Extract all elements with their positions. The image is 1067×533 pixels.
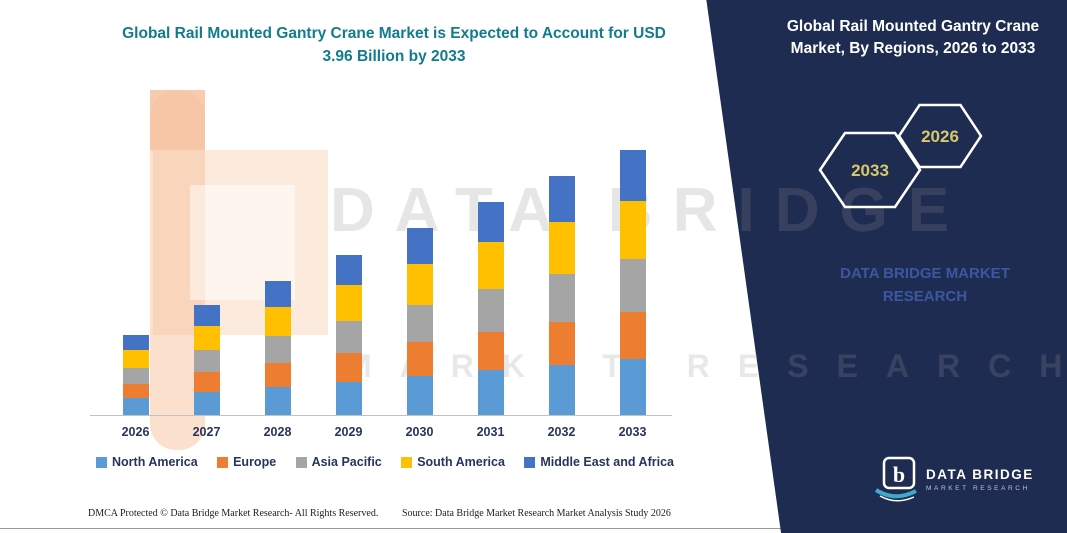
bar-segment-europe <box>548 321 575 365</box>
legend-swatch-icon <box>96 456 107 468</box>
side-panel-title: Global Rail Mounted Gantry Crane Market,… <box>786 18 1040 58</box>
bar-2031 <box>477 202 504 415</box>
bar-segment-middle-east-and-africa <box>264 281 291 307</box>
bar-segment-north-america <box>406 375 433 415</box>
bar-segment-middle-east-and-africa <box>619 150 646 201</box>
bar-segment-europe <box>406 342 433 376</box>
bar-segment-south-america <box>122 350 149 368</box>
bar-2029 <box>335 255 362 415</box>
bar-segment-middle-east-and-africa <box>122 334 149 351</box>
bar-segment-asia-pacific <box>122 367 149 384</box>
bar-2027 <box>193 305 220 415</box>
dbmr-logo: b DATA BRIDGE MARKET RESEARCH <box>872 456 1034 502</box>
hexagon-2033-label: 2033 <box>851 161 889 180</box>
source-note: Source: Data Bridge Market Research Mark… <box>402 508 671 519</box>
hexagon-2026-label: 2026 <box>921 127 959 146</box>
x-axis-label-2031: 2031 <box>476 425 505 439</box>
hexagon-2026-icon <box>897 103 983 169</box>
bar-segment-north-america <box>122 398 149 415</box>
bar-segment-south-america <box>335 285 362 321</box>
legend-item-asia-pacific: Asia Pacific <box>295 455 382 469</box>
legend-swatch-icon <box>401 456 413 468</box>
bar-segment-europe <box>193 372 220 393</box>
bar-segment-asia-pacific <box>548 274 575 322</box>
x-axis-label-2026: 2026 <box>121 425 150 439</box>
watermark-line2: MARKET RESEARCH <box>345 348 1067 384</box>
x-axis-labels: 2026 2027 2028 2029 2030 2031 2032 2033 <box>100 425 668 439</box>
bar-2026 <box>122 334 149 415</box>
bar-2030 <box>406 228 433 415</box>
bar-segment-europe <box>122 383 149 399</box>
bar-segment-asia-pacific <box>264 336 291 363</box>
legend-label: South America <box>417 455 505 469</box>
bar-segment-europe <box>264 362 291 387</box>
legend-item-middle-east-and-africa: Middle East and Africa <box>524 455 674 469</box>
dbmr-logo-icon: b <box>874 456 917 502</box>
x-axis-label-2027: 2027 <box>192 425 221 439</box>
x-axis-line <box>90 415 672 416</box>
dbmr-logo-name: DATA BRIDGE <box>926 466 1034 482</box>
bar-segment-asia-pacific <box>406 304 433 343</box>
bar-segment-south-america <box>619 200 646 260</box>
bar-2032 <box>548 176 575 415</box>
bar-segment-asia-pacific <box>477 289 504 333</box>
bar-segment-north-america <box>477 370 504 415</box>
plot-area <box>100 148 668 415</box>
bar-segment-middle-east-and-africa <box>477 202 504 243</box>
x-axis-label-2030: 2030 <box>405 425 434 439</box>
bar-segment-north-america <box>548 364 575 415</box>
bar-segment-north-america <box>619 359 646 415</box>
bar-segment-middle-east-and-africa <box>406 228 433 264</box>
legend-label: Asia Pacific <box>311 455 382 469</box>
legend-item-north-america: North America <box>96 455 198 469</box>
brand-text: DATA BRIDGE MARKET RESEARCH <box>840 265 1010 306</box>
hexagon-badges: 2033 2026 <box>818 103 983 209</box>
dbmr-logo-text: DATA BRIDGE MARKET RESEARCH <box>926 467 1034 492</box>
x-axis-label-2033: 2033 <box>618 425 647 439</box>
bar-segment-middle-east-and-africa <box>548 176 575 222</box>
bar-segment-north-america <box>264 386 291 415</box>
chart-title: Global Rail Mounted Gantry Crane Market … <box>122 25 666 66</box>
bar-segment-south-america <box>406 263 433 305</box>
dmca-notice: DMCA Protected © Data Bridge Market Rese… <box>88 508 379 519</box>
bar-segment-europe <box>477 332 504 371</box>
legend-swatch-icon <box>295 456 307 468</box>
legend-label: Europe <box>233 455 277 469</box>
legend-label: North America <box>112 455 198 469</box>
bar-segment-south-america <box>264 306 291 337</box>
bar-segment-asia-pacific <box>619 259 646 312</box>
bar-segment-middle-east-and-africa <box>335 255 362 286</box>
bar-segment-south-america <box>193 326 220 351</box>
bar-segment-europe <box>335 352 362 382</box>
legend-item-south-america: South America <box>401 455 505 469</box>
legend-item-europe: Europe <box>217 455 276 469</box>
dbmr-b-watermark-icon <box>150 90 328 450</box>
bar-2033 <box>619 150 646 415</box>
legend-label: Middle East and Africa <box>540 455 674 469</box>
bottom-divider <box>0 528 1067 529</box>
bar-segment-south-america <box>548 221 575 275</box>
legend-swatch-icon <box>217 456 229 468</box>
x-axis-label-2029: 2029 <box>334 425 363 439</box>
svg-text:b: b <box>893 462 905 487</box>
bar-segment-north-america <box>193 392 220 415</box>
dbmr-logo-subtitle: MARKET RESEARCH <box>926 484 1030 492</box>
bar-segment-asia-pacific <box>335 320 362 353</box>
bar-segment-asia-pacific <box>193 350 220 373</box>
bar-segment-south-america <box>477 242 504 290</box>
bar-segment-europe <box>619 311 646 360</box>
hexagon-2033-icon <box>818 131 922 209</box>
bar-segment-north-america <box>335 381 362 415</box>
bar-2028 <box>264 281 291 415</box>
chart-legend: North America Europe Asia Pacific South Ame… <box>96 455 674 469</box>
x-axis-label-2032: 2032 <box>547 425 576 439</box>
bar-segment-middle-east-and-africa <box>193 305 220 327</box>
legend-swatch-icon <box>524 456 536 468</box>
x-axis-label-2028: 2028 <box>263 425 292 439</box>
